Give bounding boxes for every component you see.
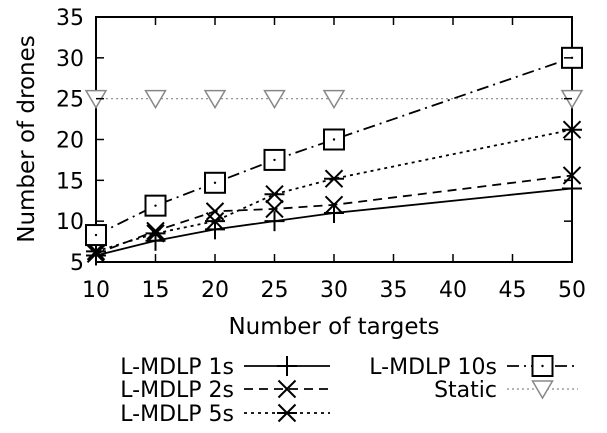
series-line bbox=[95, 128, 573, 253]
y-axis-title: Number of drones bbox=[14, 35, 40, 243]
x-tick-label: 50 bbox=[558, 278, 586, 303]
y-tick-label: 5 bbox=[70, 251, 84, 276]
legend-marker-plus bbox=[277, 356, 297, 376]
series-static bbox=[84, 89, 584, 110]
data-point-square bbox=[323, 128, 345, 151]
legend-entry-l-mdlp-2s: L-MDLP 2s bbox=[120, 378, 330, 403]
data-point-asterisk bbox=[205, 211, 225, 231]
data-point-x bbox=[265, 199, 284, 219]
legend-marker-triangle-down bbox=[531, 380, 554, 400]
data-point-asterisk bbox=[145, 224, 166, 243]
data-point-x bbox=[205, 202, 225, 221]
data-point-x bbox=[146, 221, 165, 241]
y-tick-label: 15 bbox=[56, 169, 84, 194]
series-line bbox=[95, 187, 573, 257]
legend-entry-l-mdlp-10s: L-MDLP 10s bbox=[369, 355, 578, 380]
data-point-triangle-down bbox=[263, 89, 286, 110]
y-tick-label: 30 bbox=[56, 47, 84, 72]
y-tick-label: 25 bbox=[56, 88, 84, 113]
legend-marker-asterisk bbox=[277, 403, 297, 423]
data-point-asterisk bbox=[324, 169, 344, 188]
y-tick-label: 10 bbox=[56, 210, 84, 235]
series-line bbox=[95, 174, 573, 255]
series-l-mdlp-2s bbox=[86, 166, 582, 264]
data-point-triangle-down bbox=[203, 89, 227, 110]
legend-label: Static bbox=[434, 378, 497, 403]
legend-marker-x bbox=[277, 379, 297, 399]
data-point-triangle-down bbox=[144, 89, 167, 110]
data-point-x bbox=[86, 244, 106, 264]
x-axis-title: Number of targets bbox=[228, 314, 439, 340]
series-l-mdlp-10s bbox=[85, 46, 583, 247]
data-point-plus bbox=[324, 203, 344, 223]
series-layer bbox=[84, 46, 584, 266]
series-l-mdlp-1s bbox=[86, 178, 582, 266]
y-tick-label: 20 bbox=[56, 129, 84, 154]
legend: L-MDLP 1sL-MDLP 2sL-MDLP 5s L-MDLP 10sSta… bbox=[120, 355, 578, 427]
series-l-mdlp-5s bbox=[86, 120, 582, 261]
data-point-square bbox=[85, 224, 107, 247]
x-tick-label: 30 bbox=[320, 278, 348, 303]
x-tick-label: 40 bbox=[439, 278, 467, 303]
data-point-asterisk bbox=[562, 120, 582, 139]
x-tick-label: 25 bbox=[261, 278, 289, 303]
x-tick-label: 15 bbox=[142, 278, 170, 303]
x-tick-label: 10 bbox=[82, 278, 110, 303]
data-point-plus bbox=[205, 219, 225, 240]
x-tick-label: 45 bbox=[499, 278, 527, 303]
data-point-x bbox=[324, 195, 344, 215]
legend-entry-static: Static bbox=[434, 378, 578, 403]
legend-label: L-MDLP 1s bbox=[120, 355, 234, 380]
legend-entry-l-mdlp-1s: L-MDLP 1s bbox=[120, 355, 330, 380]
data-point-square bbox=[204, 171, 226, 194]
x-tick-label: 35 bbox=[380, 278, 408, 303]
legend-label: L-MDLP 2s bbox=[120, 378, 234, 403]
data-point-triangle-down bbox=[322, 89, 346, 110]
legend-label: L-MDLP 10s bbox=[369, 355, 497, 380]
data-point-asterisk bbox=[264, 185, 285, 204]
data-point-square bbox=[144, 194, 167, 217]
data-point-plus bbox=[264, 211, 285, 232]
y-tick-label: 35 bbox=[56, 6, 84, 31]
legend-marker-square bbox=[531, 355, 554, 377]
legend-entry-l-mdlp-5s: L-MDLP 5s bbox=[120, 402, 330, 427]
data-point-square bbox=[263, 148, 286, 171]
legend-label: L-MDLP 5s bbox=[120, 402, 234, 427]
x-tick-label: 20 bbox=[201, 278, 229, 303]
data-point-plus bbox=[562, 178, 582, 199]
data-point-x bbox=[562, 166, 582, 185]
